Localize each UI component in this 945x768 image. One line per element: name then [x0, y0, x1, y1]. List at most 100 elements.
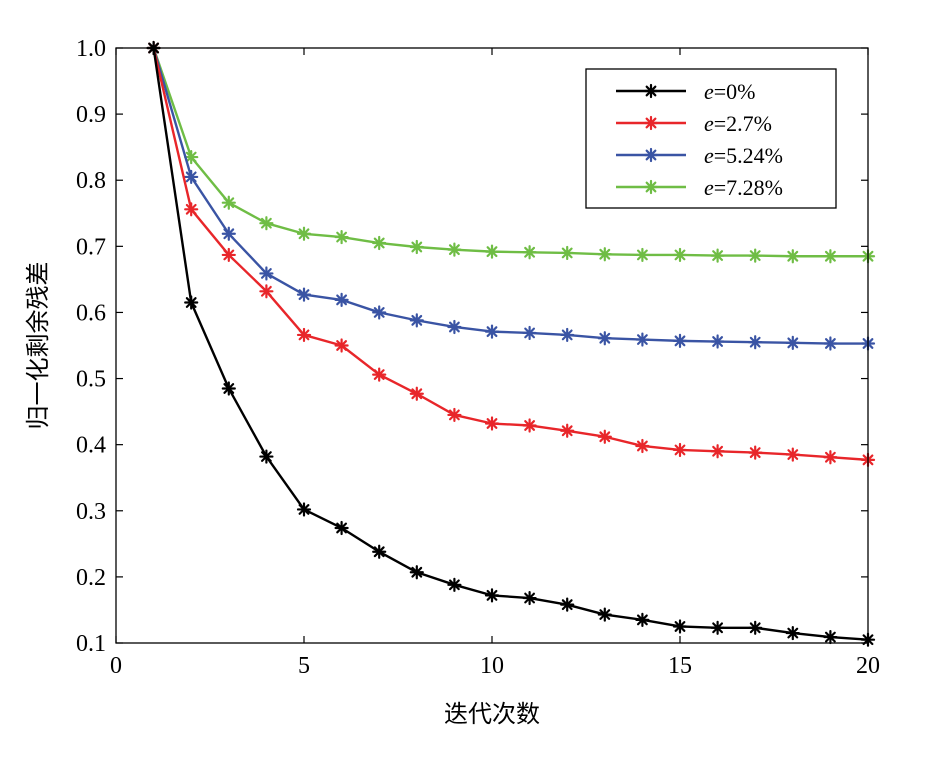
legend-marker: [643, 83, 659, 99]
y-tick-label: 1.0: [76, 36, 106, 62]
data-point: [334, 338, 349, 353]
data-point: [672, 442, 688, 458]
y-tick-label: 0.4: [76, 433, 106, 459]
data-point: [522, 418, 537, 433]
legend-item: e=0%: [616, 79, 756, 104]
legend-item: e=7.28%: [616, 175, 783, 200]
data-point: [560, 423, 575, 438]
data-point: [785, 625, 800, 641]
data-point: [710, 248, 725, 263]
y-tick-label: 0.7: [76, 234, 106, 260]
data-point: [672, 619, 688, 634]
data-point: [372, 544, 387, 559]
data-point: [409, 386, 424, 401]
data-point: [334, 229, 349, 245]
data-point: [447, 577, 462, 592]
data-point: [672, 247, 688, 263]
data-point: [522, 590, 537, 606]
legend: e=0%e=2.7%e=5.24%e=7.28%: [585, 68, 837, 209]
data-point: [259, 284, 274, 299]
legend-label-variable: e: [704, 175, 714, 200]
data-point: [372, 367, 387, 382]
data-point: [334, 292, 349, 307]
data-point: [785, 335, 800, 350]
data-point: [635, 612, 650, 627]
series-3: [146, 40, 876, 264]
data-point: [409, 239, 424, 255]
y-tick-label: 0.9: [76, 102, 106, 128]
x-tick-label: 0: [110, 653, 122, 679]
data-point: [259, 266, 274, 281]
legend-label: e=2.7%: [704, 111, 772, 136]
x-tick-label: 5: [298, 653, 310, 679]
data-point: [560, 597, 575, 612]
data-point: [484, 588, 500, 603]
y-tick-label: 0.2: [76, 565, 106, 591]
data-point: [560, 245, 575, 261]
data-point: [710, 620, 725, 635]
data-point: [785, 447, 800, 462]
series-1: [146, 40, 876, 467]
data-point: [447, 242, 462, 257]
data-point: [484, 324, 500, 339]
data-point: [372, 305, 387, 320]
data-point: [522, 325, 537, 341]
data-point: [221, 247, 236, 263]
data-point: [372, 235, 387, 251]
data-point: [296, 502, 312, 517]
data-point: [635, 438, 650, 454]
data-point: [635, 332, 650, 347]
legend-label-value: =7.28%: [714, 175, 783, 200]
data-point: [296, 327, 312, 343]
data-point: [597, 607, 612, 622]
data-point: [409, 565, 424, 580]
plot-area: [146, 40, 876, 647]
legend-marker: [643, 115, 659, 131]
data-point: [447, 319, 462, 335]
data-point: [785, 249, 800, 264]
data-point: [296, 287, 312, 302]
data-point: [748, 248, 763, 263]
data-point: [560, 327, 575, 343]
legend-label: e=0%: [704, 79, 756, 104]
data-point: [710, 444, 725, 459]
data-point: [296, 226, 312, 241]
data-point: [259, 449, 274, 464]
data-point: [748, 620, 763, 635]
data-point: [522, 245, 537, 260]
data-point: [484, 416, 500, 431]
legend-item: e=5.24%: [616, 143, 783, 168]
data-point: [748, 445, 763, 460]
data-point: [672, 333, 688, 348]
x-axis-title: 迭代次数: [444, 700, 540, 728]
data-point: [823, 249, 838, 264]
data-point: [823, 450, 838, 465]
data-point: [259, 216, 274, 231]
series-0: [146, 40, 876, 647]
data-point: [823, 629, 838, 645]
y-tick-label: 0.3: [76, 499, 106, 525]
data-point: [447, 407, 462, 423]
data-point: [635, 247, 650, 263]
data-point: [597, 247, 612, 262]
data-point: [221, 381, 236, 396]
legend-label: e=5.24%: [704, 143, 783, 168]
legend-label-variable: e: [704, 143, 714, 168]
data-point: [484, 244, 500, 259]
data-point: [184, 202, 199, 217]
data-point: [409, 313, 424, 328]
legend-marker: [643, 179, 659, 195]
data-point: [221, 195, 236, 210]
x-tick-label: 10: [480, 653, 504, 679]
data-point: [748, 335, 763, 350]
axes: 0 5 10 15 20 0.1 0.2 0.3 0.4 0.5 0.6 0.7 0.8 0.9 1.0: [76, 36, 880, 679]
data-point: [334, 520, 349, 536]
y-axis-title: 归一化剩余残差: [24, 262, 52, 430]
y-tick-label: 0.1: [76, 631, 106, 657]
legend-label-variable: e: [704, 111, 714, 136]
legend-marker: [643, 147, 659, 163]
series-2: [146, 40, 876, 351]
data-point: [710, 334, 725, 349]
data-point: [823, 336, 838, 351]
